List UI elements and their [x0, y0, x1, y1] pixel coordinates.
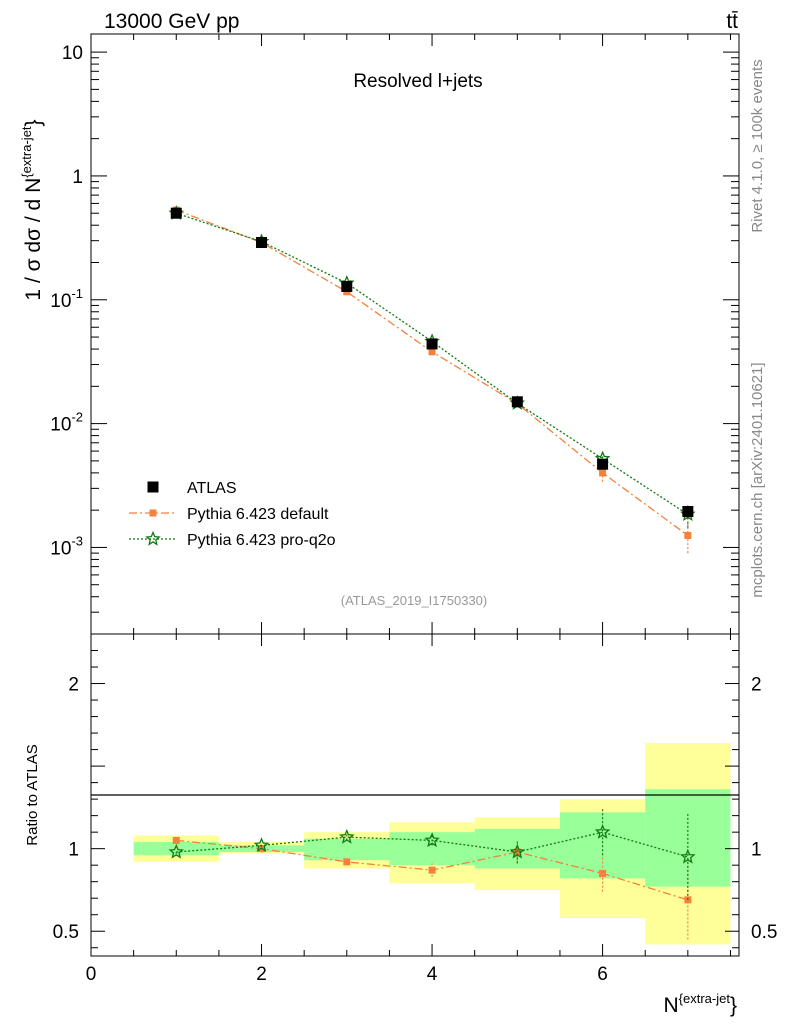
ratio-stat-uncertainty-band — [304, 838, 390, 861]
main-y-tick-label: 10 — [62, 43, 83, 64]
atlas-point — [682, 506, 694, 518]
main-y-tick-label: 10-1 — [50, 286, 83, 312]
ratio-pythia-pro-q2o-point — [594, 824, 611, 839]
process-label: tt̄ — [726, 10, 738, 33]
ratio-y-axis-label: Ratio to ATLAS — [24, 744, 41, 845]
legend-label: Pythia 6.423 pro-q2o — [187, 532, 336, 549]
ratio-pythia-pro-q2o-point — [424, 832, 440, 848]
main-y-tick-label: 1 — [72, 167, 83, 188]
analysis-label: Resolved l+jets — [353, 71, 482, 92]
ratio-pythia-default-point — [513, 848, 521, 856]
ratio-y-tick-label-right: 0.5 — [751, 922, 777, 943]
ratio-stat-uncertainty-band — [389, 832, 475, 866]
x-tick-label: 4 — [427, 964, 438, 985]
atlas-point — [256, 237, 268, 249]
ratio-y-tick-label: 1 — [68, 840, 79, 861]
ratio-y-tick-label-right: 1 — [751, 840, 762, 861]
main-y-axis-label: 1 / σ dσ / d N{extra-jet} — [19, 119, 45, 300]
ratio-plot-frame — [90, 633, 740, 957]
pythia-pro-q2o-line — [176, 212, 689, 515]
side-label-bottom: mcplots.cern.ch [arXiv:2401.10621] — [749, 362, 766, 597]
ratio-y-tick-label: 2 — [68, 675, 79, 696]
legend: ATLAS Pythia 6.423 default Pythia 6.423 pr… — [129, 480, 336, 549]
ratio-pythia-pro-q2o-point — [680, 848, 696, 864]
atlas-point — [170, 207, 182, 219]
main-y-tick-label: 10-2 — [50, 410, 83, 436]
ratio-pythia-pro-q2o-point — [253, 837, 270, 852]
energy-label: 13000 GeV pp — [104, 10, 239, 33]
legend-marker — [149, 509, 157, 517]
atlas-point — [597, 458, 609, 470]
legend-label: ATLAS — [187, 480, 237, 497]
pythia-default-line — [176, 209, 689, 536]
atlas-point — [511, 396, 523, 408]
ratio-y-tick-label: 0.5 — [53, 922, 79, 943]
ratio-pythia-pro-q2o-point — [168, 843, 184, 859]
legend-marker — [147, 481, 159, 493]
ratio-pythia-default-point — [599, 869, 607, 877]
ratio-pythia-pro-q2o-point — [339, 828, 355, 844]
pythia-default-point — [428, 348, 436, 356]
ratio-pythia-default-point — [343, 858, 351, 866]
x-tick-label: 6 — [597, 964, 608, 985]
atlas-point — [341, 280, 353, 292]
x-tick-label: 0 — [86, 964, 97, 985]
ratio-stat-uncertainty-band — [133, 842, 219, 856]
atlas-point — [426, 338, 438, 350]
pythia-default-point — [684, 531, 692, 539]
x-axis-label: N{extra-jet} — [664, 991, 738, 1017]
ratio-pythia-pro-q2o-point — [509, 843, 526, 859]
analysis-id: (ATLAS_2019_I1750330) — [341, 593, 487, 608]
legend-label: Pythia 6.423 default — [187, 506, 329, 523]
legend-marker — [145, 530, 161, 546]
pythia-default-point — [599, 469, 607, 477]
side-label-top: Rivet 4.1.0, ≥ 100k events — [749, 59, 766, 232]
ratio-pythia-default-point — [172, 836, 180, 844]
ratio-y-tick-label-right: 2 — [751, 675, 762, 696]
main-plot-panel: 10-3 10-2 10-1 1 10 — [50, 33, 740, 635]
ratio-plot-panel: 0 2 4 6 0.5 0.5 1 1 2 2 — [53, 633, 777, 985]
x-tick-label: 2 — [256, 964, 267, 985]
ratio-pythia-default-point — [428, 866, 436, 874]
main-y-tick-label: 10-3 — [50, 533, 83, 559]
